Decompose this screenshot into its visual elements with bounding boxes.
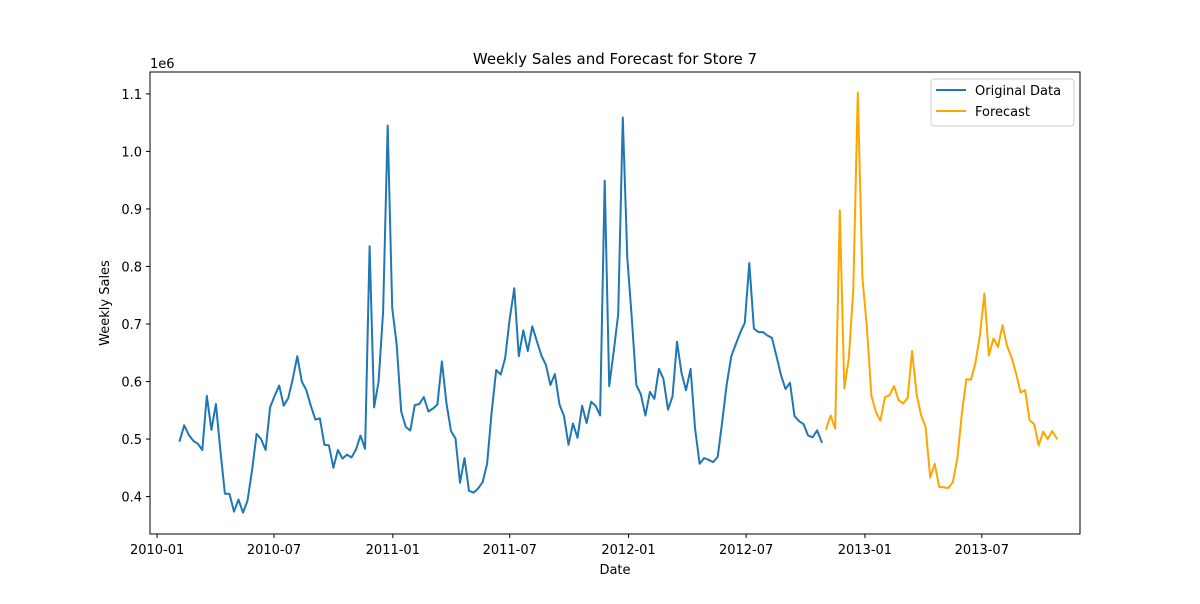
x-tick-label: 2013-01 — [838, 543, 892, 558]
y-tick-label: 0.7 — [121, 318, 142, 333]
y-tick-label: 1.0 — [121, 145, 142, 160]
legend-label-forecast: Forecast — [975, 105, 1030, 120]
x-tick-label: 2013-07 — [955, 543, 1009, 558]
plot-series — [178, 91, 1059, 514]
y-axis-label: Weekly Sales — [98, 260, 113, 346]
x-tick-label: 2012-01 — [601, 543, 655, 558]
plot-area-frame — [149, 71, 1081, 535]
series-line-forecast — [824, 91, 1059, 489]
y-tick-label: 0.6 — [121, 376, 142, 391]
legend: Original Data Forecast — [930, 78, 1075, 127]
y-tick-label: 1.1 — [121, 88, 142, 103]
legend-label-original: Original Data — [975, 84, 1061, 99]
x-tick-label: 2012-07 — [719, 543, 773, 558]
series-line-original-data — [178, 116, 823, 514]
x-tick-label: 2010-01 — [130, 543, 184, 558]
y-tick-label: 0.8 — [121, 260, 142, 275]
y-tick-label: 0.9 — [121, 203, 142, 218]
x-axis: 2010-01 2010-07 2011-01 2011-07 2012-01 2012-… — [130, 534, 1009, 558]
y-tick-label: 0.4 — [121, 491, 142, 506]
y-tick-label: 0.5 — [121, 433, 142, 448]
legend-box — [930, 78, 1075, 127]
x-tick-label: 2011-07 — [483, 543, 537, 558]
y-axis-offset-label: 1e6 — [150, 57, 175, 72]
chart-title: Weekly Sales and Forecast for Store 7 — [473, 50, 757, 68]
y-axis: 0.4 0.5 0.6 0.7 0.8 0.9 1.0 1.1 — [121, 88, 150, 506]
x-tick-label: 2010-07 — [247, 543, 301, 558]
x-tick-label: 2011-01 — [366, 543, 420, 558]
x-axis-label: Date — [599, 563, 630, 578]
